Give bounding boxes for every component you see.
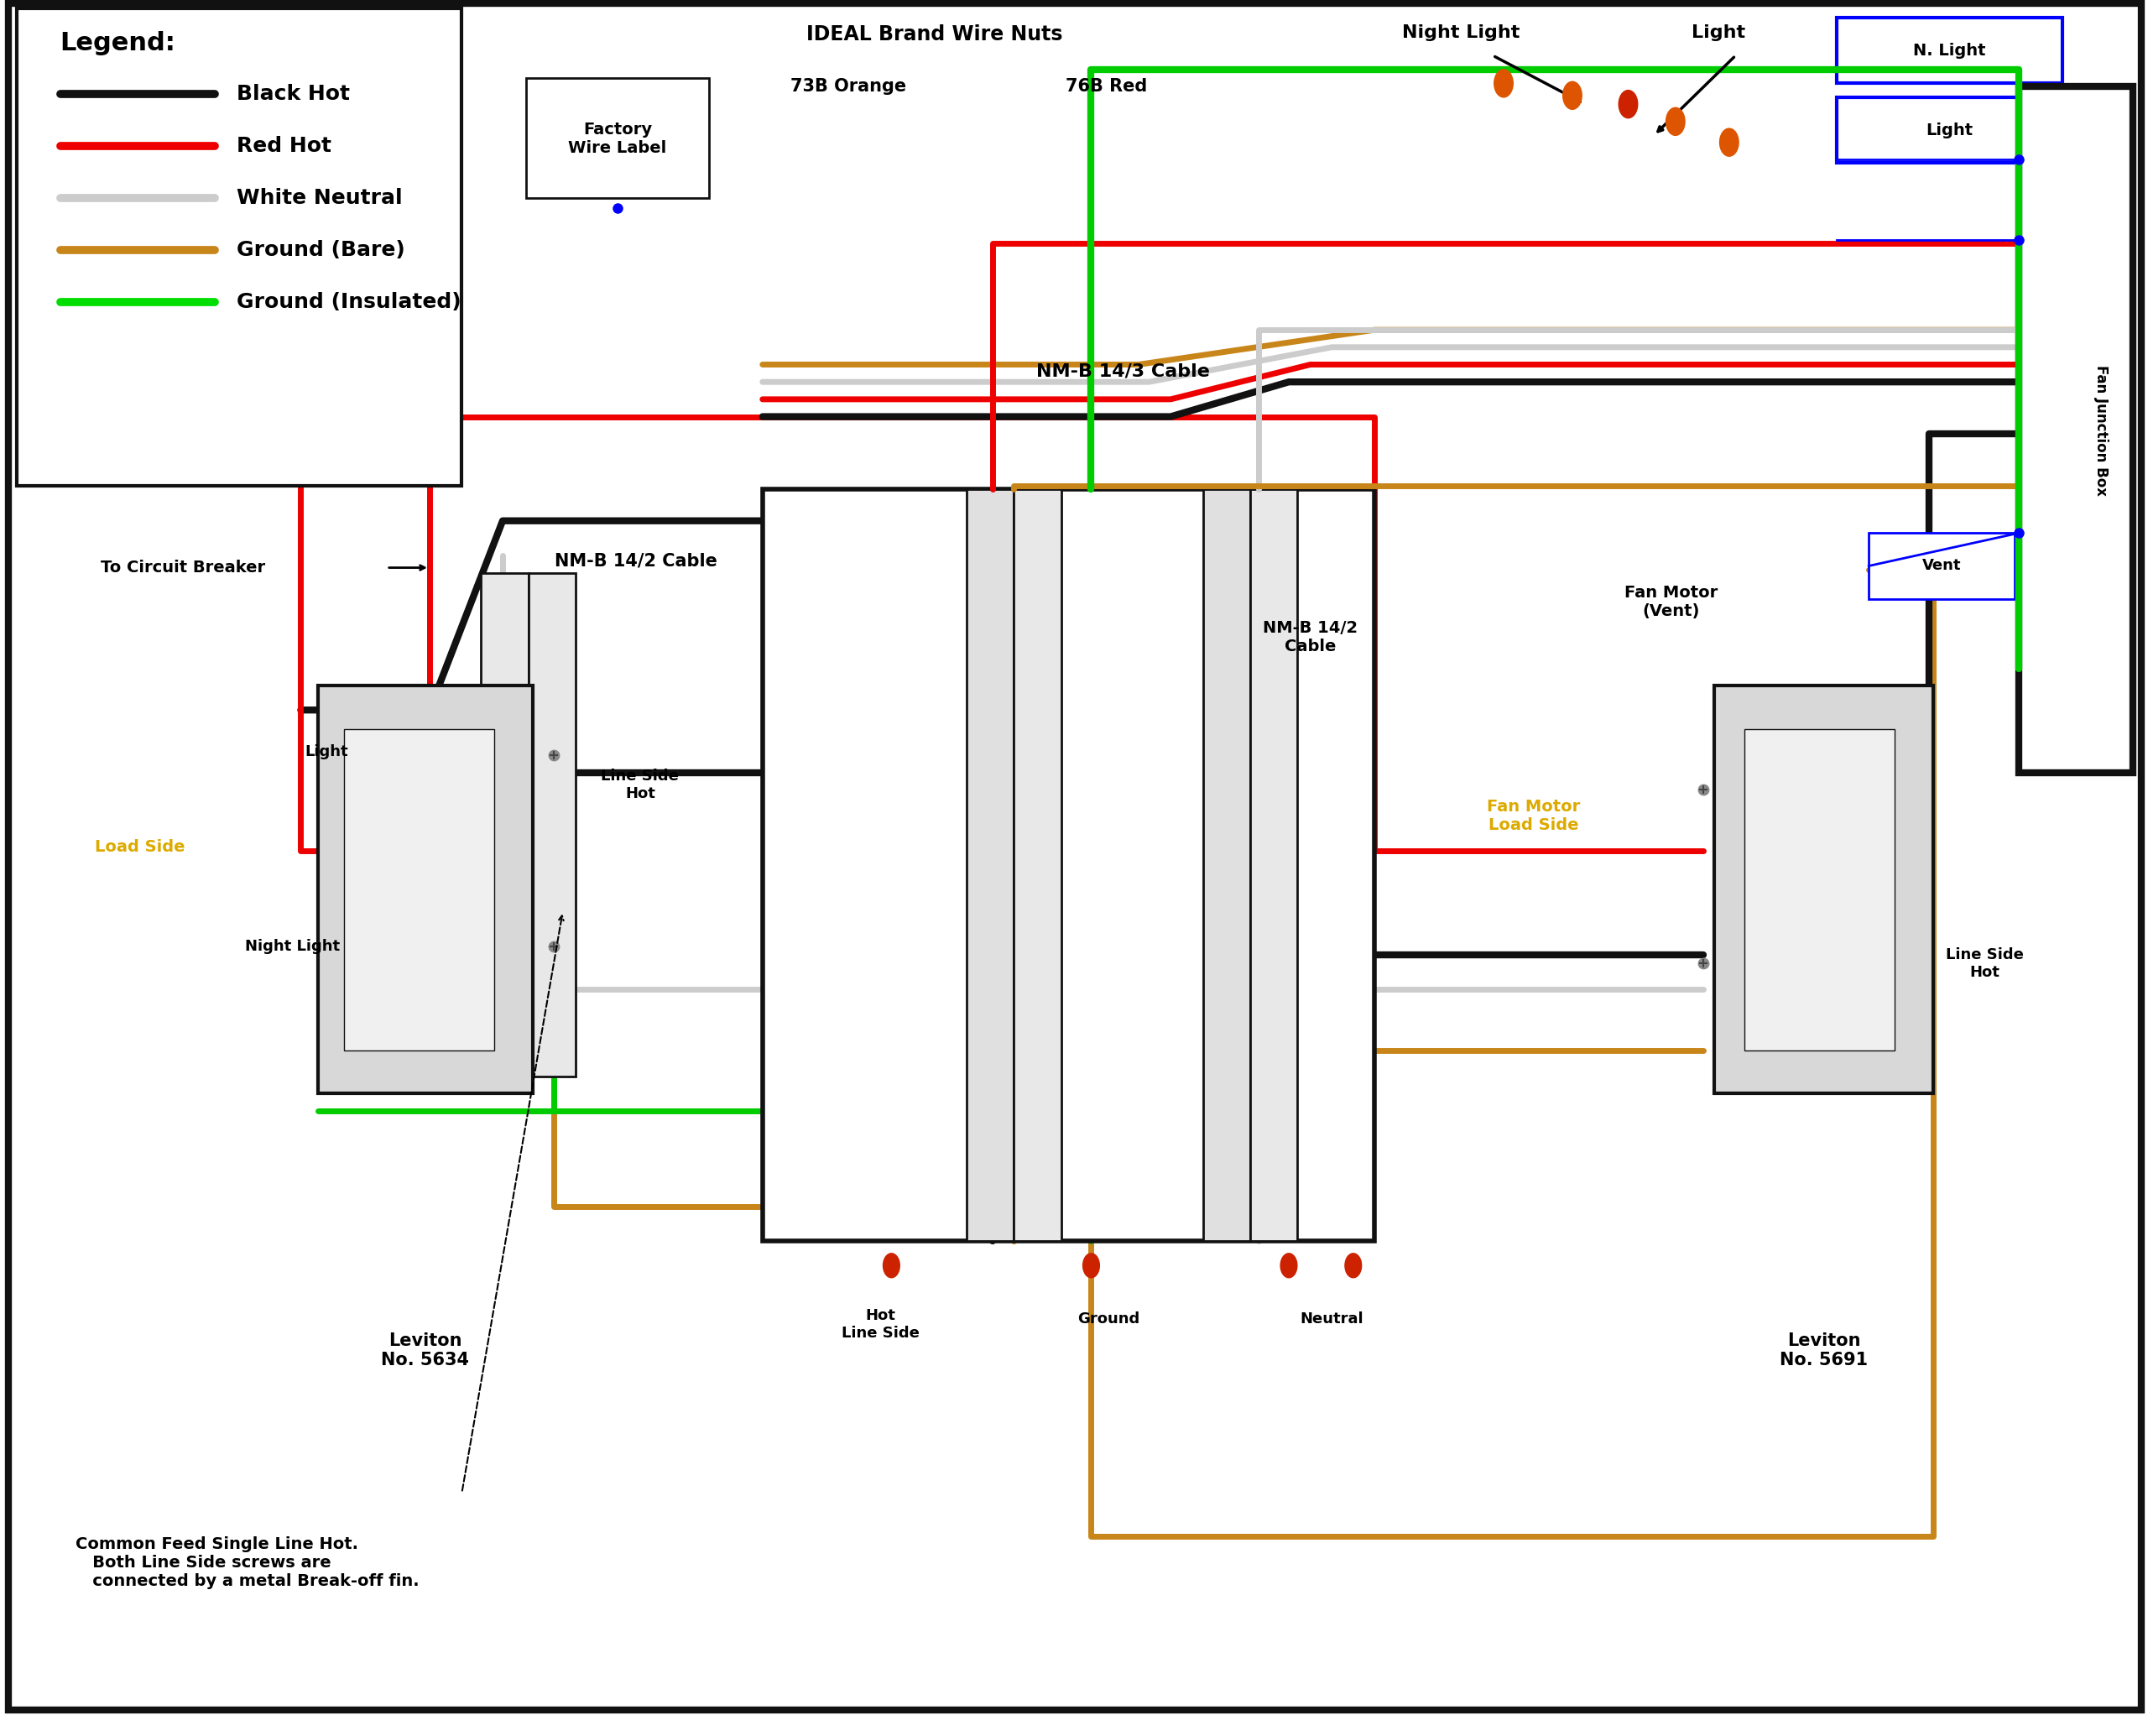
FancyBboxPatch shape xyxy=(481,573,528,1076)
Text: To Circuit Breaker: To Circuit Breaker xyxy=(101,559,266,576)
Text: Hot
Line Side: Hot Line Side xyxy=(842,1309,919,1340)
FancyBboxPatch shape xyxy=(1837,97,2062,163)
Ellipse shape xyxy=(1620,90,1637,118)
Text: Light: Light xyxy=(1927,122,1972,139)
Text: Ground: Ground xyxy=(1076,1312,1141,1326)
Ellipse shape xyxy=(1083,1253,1100,1278)
Text: White Neutral: White Neutral xyxy=(236,187,402,208)
Text: Vent: Vent xyxy=(1922,559,1961,573)
Text: Light: Light xyxy=(1690,24,1746,42)
Text: NM-B 14/3 Cable: NM-B 14/3 Cable xyxy=(1037,363,1209,380)
Text: Night Light: Night Light xyxy=(245,939,339,953)
FancyBboxPatch shape xyxy=(1203,490,1250,1241)
FancyBboxPatch shape xyxy=(1869,533,2015,599)
Text: IDEAL Brand Wire Nuts: IDEAL Brand Wire Nuts xyxy=(806,24,1063,45)
Text: NM-B 14/2
Cable: NM-B 14/2 Cable xyxy=(1263,620,1358,654)
FancyBboxPatch shape xyxy=(1714,686,1933,1094)
Text: Fan Motor
(Vent): Fan Motor (Vent) xyxy=(1624,585,1718,620)
FancyBboxPatch shape xyxy=(1744,729,1895,1050)
FancyBboxPatch shape xyxy=(2019,87,2133,773)
FancyBboxPatch shape xyxy=(9,3,2142,1710)
Text: NM-B 14/2 Cable: NM-B 14/2 Cable xyxy=(554,552,717,569)
FancyBboxPatch shape xyxy=(344,729,494,1050)
Ellipse shape xyxy=(1345,1253,1362,1278)
FancyBboxPatch shape xyxy=(318,686,533,1094)
Ellipse shape xyxy=(1564,82,1581,109)
Text: Leviton
No. 5634: Leviton No. 5634 xyxy=(380,1333,470,1368)
Text: Ground (Bare): Ground (Bare) xyxy=(236,240,404,260)
Ellipse shape xyxy=(1721,128,1738,156)
Text: Load Side: Load Side xyxy=(95,838,185,856)
Ellipse shape xyxy=(1280,1253,1297,1278)
FancyBboxPatch shape xyxy=(763,490,1375,1241)
Text: Line Side
Hot: Line Side Hot xyxy=(601,769,679,800)
FancyBboxPatch shape xyxy=(528,573,576,1076)
Text: 76B Red: 76B Red xyxy=(1065,78,1147,95)
Text: Neutral: Neutral xyxy=(1300,1312,1364,1326)
Text: channeloow.com: channeloow.com xyxy=(889,845,1259,891)
FancyBboxPatch shape xyxy=(1014,490,1061,1241)
Text: Night Light: Night Light xyxy=(1403,24,1519,42)
Text: Factory
Wire Label: Factory Wire Label xyxy=(569,122,666,156)
Text: Red Hot: Red Hot xyxy=(236,135,331,156)
FancyBboxPatch shape xyxy=(1250,490,1297,1241)
FancyBboxPatch shape xyxy=(1837,17,2062,83)
FancyBboxPatch shape xyxy=(17,9,462,486)
Text: Ground (Insulated): Ground (Insulated) xyxy=(236,292,462,312)
Text: Fan Junction Box: Fan Junction Box xyxy=(2092,365,2109,496)
FancyBboxPatch shape xyxy=(526,78,709,198)
Text: Light: Light xyxy=(305,745,348,759)
FancyBboxPatch shape xyxy=(967,490,1014,1241)
Ellipse shape xyxy=(883,1253,900,1278)
Text: Black Hot: Black Hot xyxy=(236,83,350,104)
Ellipse shape xyxy=(1495,69,1512,97)
Text: 73B Orange: 73B Orange xyxy=(790,78,906,95)
Text: N. Light: N. Light xyxy=(1914,42,1985,59)
Text: Leviton
No. 5691: Leviton No. 5691 xyxy=(1779,1333,1869,1368)
Text: Common Feed Single Line Hot.
   Both Line Side screws are
   connected by a meta: Common Feed Single Line Hot. Both Line S… xyxy=(75,1536,419,1588)
Ellipse shape xyxy=(1667,108,1684,135)
Text: Legend:: Legend: xyxy=(60,31,176,56)
Text: Line Side
Hot: Line Side Hot xyxy=(1946,948,2023,979)
Text: Fan Motor
Load Side: Fan Motor Load Side xyxy=(1486,799,1581,833)
